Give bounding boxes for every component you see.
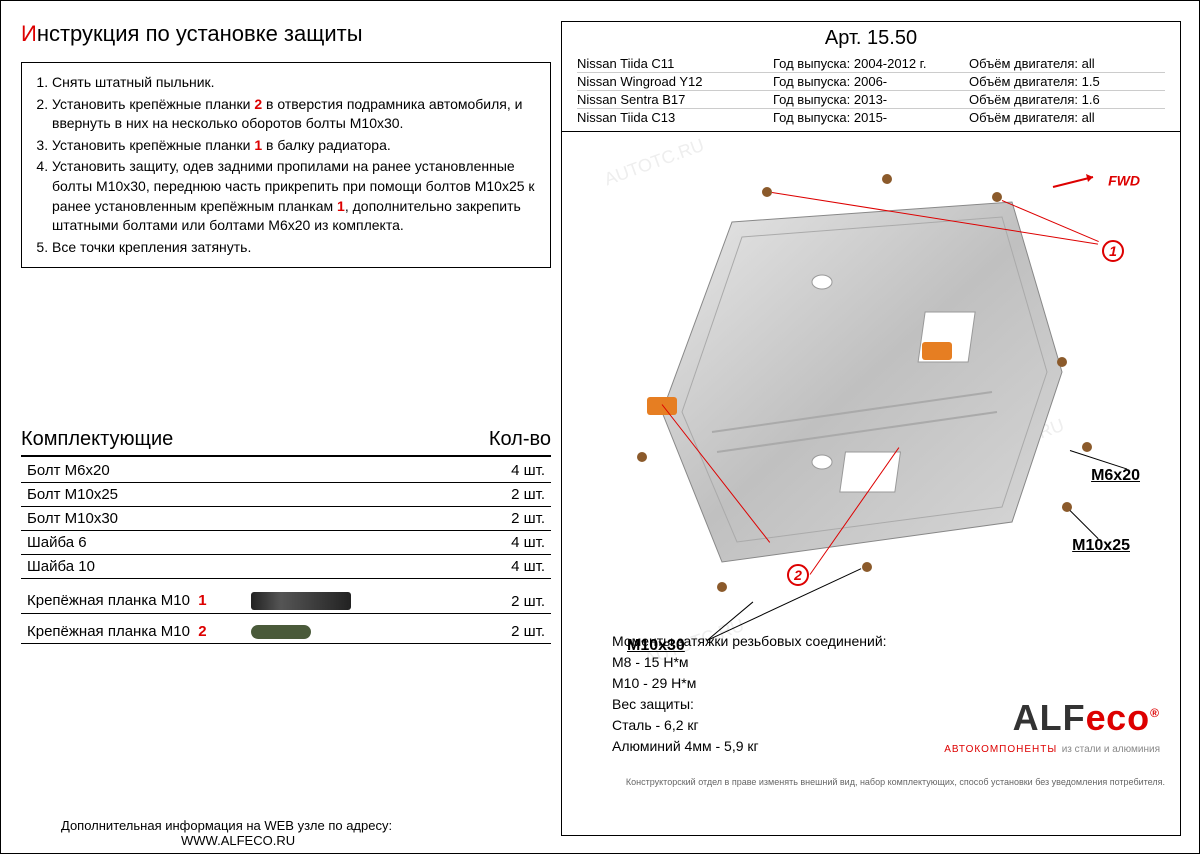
right-panel: Арт. 15.50 Nissan Tiida C11Nissan Wingro… (561, 21, 1181, 836)
component-row: Шайба 104 шт. (21, 555, 551, 579)
vehicle-engine: Объём двигателя: all (969, 55, 1165, 73)
component-row: Шайба 64 шт. (21, 531, 551, 555)
bolt-dot (992, 192, 1002, 202)
logo-text: ALFесо® (944, 697, 1160, 739)
instructions-title: Инструкция по установке защиты (21, 21, 551, 47)
component-row: Болт М10х252 шт. (21, 483, 551, 507)
vehicle-models-col: Nissan Tiida C11Nissan Wingroad Y12Nissa… (577, 55, 773, 126)
instructions-list: Снять штатный пыльник.Установить крепёжн… (32, 73, 540, 257)
bracket-2-image (251, 625, 311, 639)
bolt-dot (862, 562, 872, 572)
bolt-dot (882, 174, 892, 184)
callout-1: 1 (1102, 240, 1124, 262)
component-row: Болт М6х204 шт. (21, 459, 551, 483)
instruction-item: Все точки крепления затянуть. (52, 238, 540, 258)
label-m6x20: M6x20 (1091, 467, 1140, 485)
bolt-dot (717, 582, 727, 592)
components-header: Комплектующие Кол-во (21, 428, 551, 457)
vehicle-model: Nissan Tiida C11 (577, 55, 773, 73)
instructions-box: Снять штатный пыльник.Установить крепёжн… (21, 62, 551, 268)
bolt-dot (1057, 357, 1067, 367)
vehicle-model: Nissan Wingroad Y12 (577, 73, 773, 91)
article-title: Арт. 15.50 (562, 27, 1180, 50)
vehicle-engine: Объём двигателя: all (969, 109, 1165, 126)
vehicles-table: Nissan Tiida C11Nissan Wingroad Y12Nissa… (562, 50, 1180, 132)
disclaimer: Конструкторский отдел в праве изменять в… (626, 777, 1165, 787)
instruction-item: Снять штатный пыльник. (52, 73, 540, 93)
instruction-item: Установить защиту, одев задними пропилам… (52, 157, 540, 235)
vehicle-years-col: Год выпуска: 2004-2012 г.Год выпуска: 20… (773, 55, 969, 126)
vehicle-year: Год выпуска: 2015- (773, 109, 969, 126)
instruction-item: Установить крепёжные планки 1 в балку ра… (52, 136, 540, 156)
bracket-1-image (251, 592, 351, 610)
brackets-table: Крепёжная планка М10 1 2 шт. Крепёжная п… (21, 589, 551, 644)
web-url: WWW.ALFECO.RU (181, 833, 295, 848)
left-panel: Инструкция по установке защиты Снять шта… (21, 21, 551, 644)
vehicle-year: Год выпуска: 2006- (773, 73, 969, 91)
torque-info: Моменты затяжки резьбовых соединений: М8… (612, 631, 887, 757)
bracket-row-2: Крепёжная планка М10 2 2 шт. (21, 620, 551, 644)
callout-2: 2 (787, 564, 809, 586)
bolt-dot (762, 187, 772, 197)
skid-plate-diagram (642, 192, 1082, 572)
components-table: Болт М6х204 шт.Болт М10х252 шт.Болт М10х… (21, 459, 551, 579)
title-first-letter: И (21, 21, 37, 46)
web-info: Дополнительная информация на WEB узле по… (61, 818, 392, 833)
bracket-orange-right (922, 342, 952, 360)
bolt-dot (637, 452, 647, 462)
vehicle-engines-col: Объём двигателя: allОбъём двигателя: 1.5… (969, 55, 1165, 126)
watermark: AUTOTC.RU (602, 135, 708, 191)
vehicle-model: Nissan Tiida C13 (577, 109, 773, 126)
title-rest: нструкция по установке защиты (37, 21, 363, 46)
qty-title: Кол-во (489, 428, 551, 451)
diagram-area: AUTOTC.RU AUTOTC.RU AUTOTC.RU FWD (562, 132, 1180, 792)
fwd-arrow: FWD (1048, 172, 1140, 192)
label-m10x25: M10x25 (1072, 537, 1130, 555)
vehicle-engine: Объём двигателя: 1.5 (969, 73, 1165, 91)
instruction-item: Установить крепёжные планки 2 в отверсти… (52, 95, 540, 134)
bracket-row-1: Крепёжная планка М10 1 2 шт. (21, 589, 551, 614)
vehicle-model: Nissan Sentra B17 (577, 91, 773, 109)
vehicle-year: Год выпуска: 2004-2012 г. (773, 55, 969, 73)
component-row: Болт М10х302 шт. (21, 507, 551, 531)
logo: ALFесо® АВТОКОМПОНЕНТЫ из стали и алюмин… (944, 697, 1160, 757)
vehicle-engine: Объём двигателя: 1.6 (969, 91, 1165, 109)
vehicle-year: Год выпуска: 2013- (773, 91, 969, 109)
bolt-dot (1082, 442, 1092, 452)
components-title: Комплектующие (21, 428, 173, 451)
